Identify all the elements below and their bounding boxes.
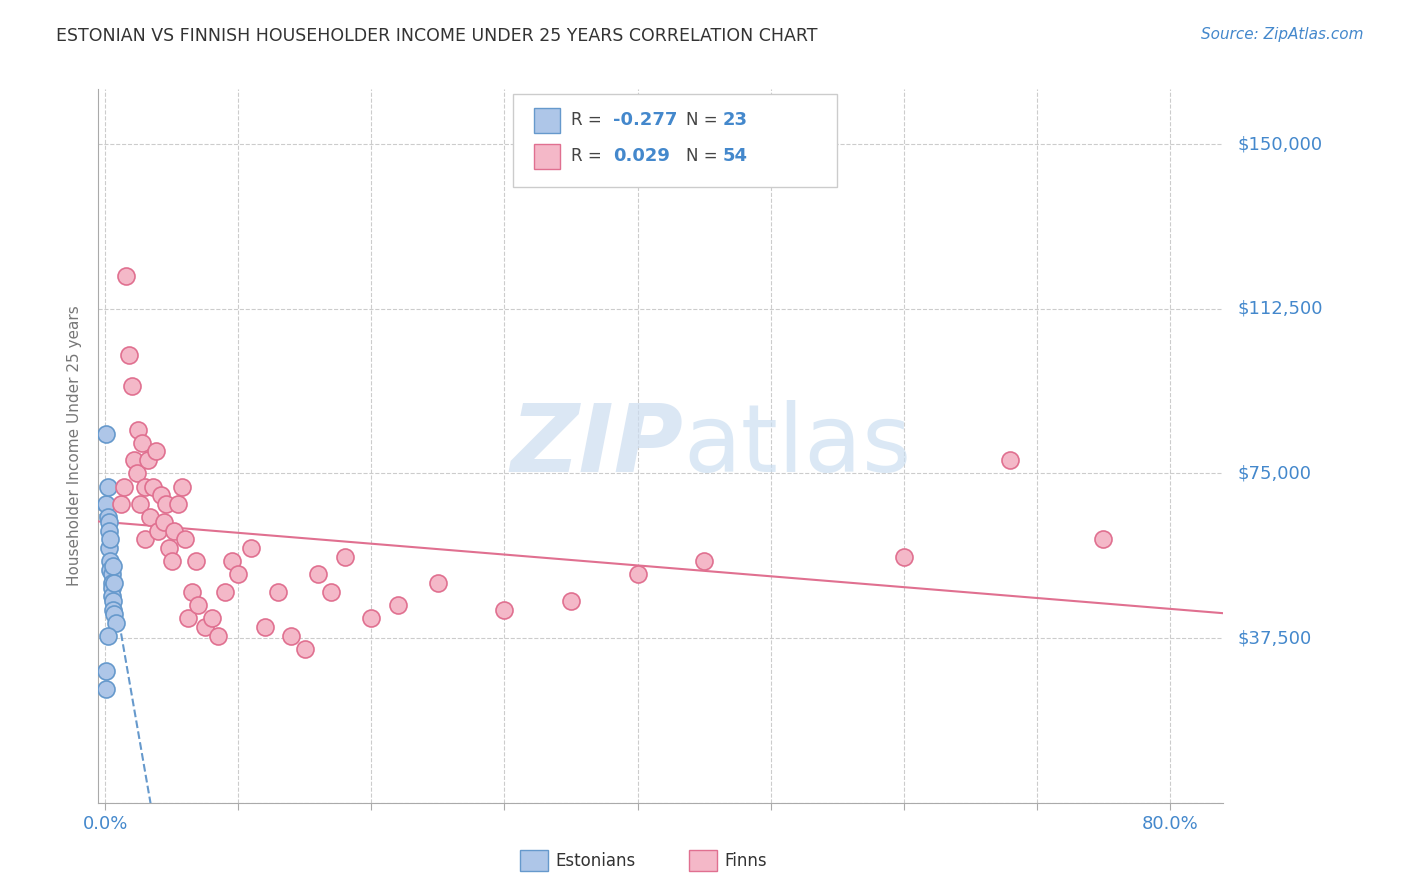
Point bbox=[187, 598, 209, 612]
Text: 0.029: 0.029 bbox=[613, 147, 669, 165]
Point bbox=[560, 594, 582, 608]
Point bbox=[307, 567, 329, 582]
Point bbox=[221, 554, 243, 568]
Point bbox=[176, 611, 198, 625]
Point bbox=[100, 576, 122, 591]
Point bbox=[124, 453, 146, 467]
Point bbox=[194, 620, 217, 634]
Point bbox=[207, 629, 229, 643]
Point bbox=[96, 681, 118, 696]
Point bbox=[110, 497, 132, 511]
Point bbox=[157, 541, 180, 555]
Text: ESTONIAN VS FINNISH HOUSEHOLDER INCOME UNDER 25 YEARS CORRELATION CHART: ESTONIAN VS FINNISH HOUSEHOLDER INCOME U… bbox=[56, 27, 818, 45]
Point bbox=[103, 576, 125, 591]
Point bbox=[128, 497, 150, 511]
Point bbox=[100, 567, 122, 582]
Point bbox=[136, 453, 159, 467]
Point bbox=[155, 497, 177, 511]
Point bbox=[267, 585, 290, 599]
Point bbox=[184, 554, 207, 568]
Point bbox=[97, 629, 120, 643]
Point bbox=[101, 594, 124, 608]
Point bbox=[134, 533, 156, 547]
Point bbox=[96, 426, 118, 441]
Point bbox=[253, 620, 276, 634]
Point bbox=[280, 629, 302, 643]
Point bbox=[121, 378, 143, 392]
Point bbox=[98, 541, 121, 555]
Text: 54: 54 bbox=[723, 147, 748, 165]
Point bbox=[134, 480, 156, 494]
Point bbox=[149, 488, 172, 502]
Point bbox=[98, 515, 121, 529]
Point bbox=[148, 524, 170, 538]
Point bbox=[100, 590, 122, 604]
Point bbox=[321, 585, 343, 599]
Point bbox=[172, 480, 194, 494]
Text: N =: N = bbox=[686, 112, 723, 129]
Point bbox=[152, 515, 174, 529]
Point bbox=[100, 563, 122, 577]
Point bbox=[240, 541, 263, 555]
Point bbox=[100, 533, 122, 547]
Point bbox=[626, 567, 648, 582]
Point bbox=[125, 467, 148, 481]
Point bbox=[214, 585, 236, 599]
Text: R =: R = bbox=[571, 147, 607, 165]
Text: Finns: Finns bbox=[724, 852, 766, 870]
Point bbox=[101, 558, 124, 573]
Point bbox=[103, 607, 125, 621]
Text: N =: N = bbox=[686, 147, 723, 165]
Point bbox=[1092, 533, 1115, 547]
Point bbox=[115, 268, 138, 283]
Point bbox=[98, 524, 121, 538]
Point bbox=[97, 510, 120, 524]
Point bbox=[104, 615, 127, 630]
Point bbox=[112, 480, 135, 494]
Text: Source: ZipAtlas.com: Source: ZipAtlas.com bbox=[1201, 27, 1364, 42]
Text: Estonians: Estonians bbox=[555, 852, 636, 870]
Text: -0.277: -0.277 bbox=[613, 112, 678, 129]
Text: ZIP: ZIP bbox=[510, 400, 683, 492]
Point bbox=[139, 510, 162, 524]
Point bbox=[100, 554, 122, 568]
Point bbox=[200, 611, 222, 625]
Point bbox=[167, 497, 190, 511]
Point bbox=[163, 524, 186, 538]
Point bbox=[174, 533, 197, 547]
Point bbox=[226, 567, 249, 582]
Point bbox=[100, 581, 122, 595]
Point bbox=[893, 549, 915, 564]
Point bbox=[333, 549, 356, 564]
Point bbox=[101, 602, 124, 616]
Text: atlas: atlas bbox=[683, 400, 911, 492]
Point bbox=[294, 642, 316, 657]
Point bbox=[97, 480, 120, 494]
Text: $150,000: $150,000 bbox=[1237, 135, 1323, 153]
Text: $75,000: $75,000 bbox=[1237, 465, 1312, 483]
Point bbox=[1000, 453, 1022, 467]
Point bbox=[360, 611, 382, 625]
Point bbox=[118, 348, 141, 362]
Point bbox=[127, 423, 149, 437]
Y-axis label: Householder Income Under 25 years: Householder Income Under 25 years bbox=[67, 306, 83, 586]
Text: $112,500: $112,500 bbox=[1237, 300, 1323, 318]
Text: R =: R = bbox=[571, 112, 607, 129]
Point bbox=[160, 554, 183, 568]
Point bbox=[96, 664, 118, 678]
Point bbox=[142, 480, 165, 494]
Point bbox=[693, 554, 716, 568]
Point bbox=[180, 585, 202, 599]
Point bbox=[145, 444, 167, 458]
Point bbox=[131, 435, 153, 450]
Point bbox=[494, 602, 516, 616]
Point bbox=[387, 598, 409, 612]
Text: $37,500: $37,500 bbox=[1237, 629, 1312, 647]
Point bbox=[96, 497, 118, 511]
Point bbox=[426, 576, 449, 591]
Text: 23: 23 bbox=[723, 112, 748, 129]
